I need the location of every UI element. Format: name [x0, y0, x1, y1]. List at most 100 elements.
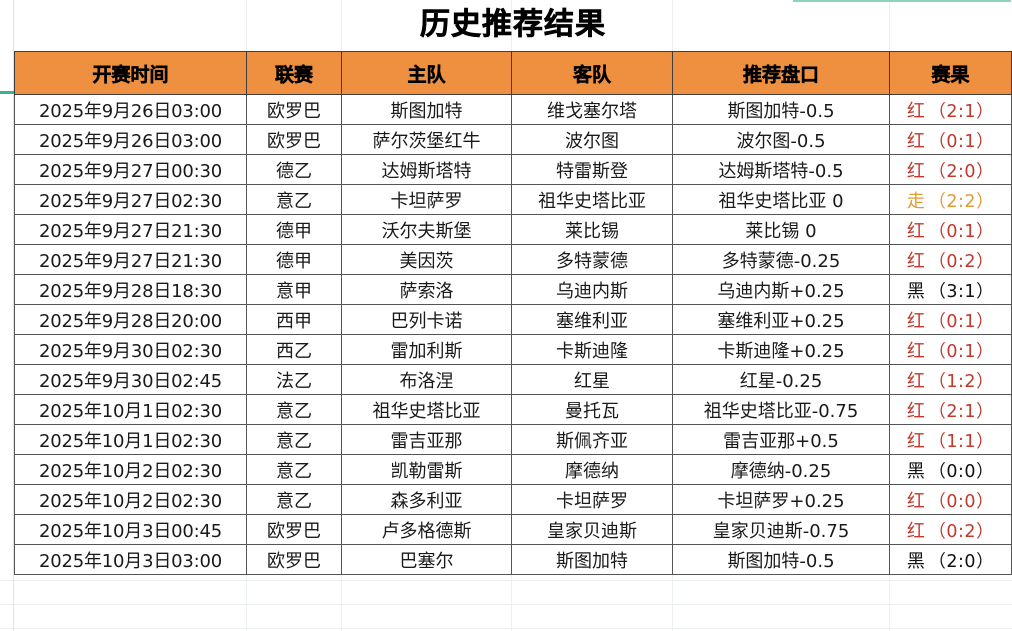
- cell-away-team[interactable]: 斯图加特: [511, 544, 673, 575]
- cell-home-team[interactable]: 卢多格德斯: [341, 514, 512, 545]
- cell-league[interactable]: 欧罗巴: [246, 124, 342, 155]
- column-header-time[interactable]: 开赛时间: [14, 51, 247, 95]
- cell-home-team[interactable]: 巴塞尔: [341, 544, 512, 575]
- cell-league[interactable]: 法乙: [246, 364, 342, 395]
- cell-league[interactable]: 欧罗巴: [246, 514, 342, 545]
- cell-home-team[interactable]: 巴列卡诺: [341, 304, 512, 335]
- cell-match-time[interactable]: 2025年9月27日21:30: [14, 214, 247, 245]
- cell-handicap[interactable]: 斯图加特-0.5: [672, 94, 890, 125]
- table-row[interactable]: 2025年9月30日02:45 法乙 布洛涅 红星 红星-0.25 红（1:2）: [14, 364, 1012, 395]
- table-row[interactable]: 2025年9月26日03:00 欧罗巴 萨尔茨堡红牛 波尔图 波尔图-0.5 红（0:1）: [14, 124, 1012, 155]
- cell-league[interactable]: 西乙: [246, 334, 342, 365]
- cell-away-team[interactable]: 曼托瓦: [511, 394, 673, 425]
- table-row[interactable]: 2025年10月2日02:30 意乙 凯勒雷斯 摩德纳 摩德纳-0.25 黑（0:0）: [14, 454, 1012, 485]
- cell-match-time[interactable]: 2025年10月3日00:45: [14, 514, 247, 545]
- cell-league[interactable]: 欧罗巴: [246, 544, 342, 575]
- cell-handicap[interactable]: 乌迪内斯+0.25: [672, 274, 890, 305]
- cell-handicap[interactable]: 祖华史塔比亚 0: [672, 184, 890, 215]
- cell-match-time[interactable]: 2025年10月3日03:00: [14, 544, 247, 575]
- cell-league[interactable]: 意乙: [246, 424, 342, 455]
- cell-handicap[interactable]: 祖华史塔比亚-0.75: [672, 394, 890, 425]
- table-row[interactable]: 2025年10月3日03:00 欧罗巴 巴塞尔 斯图加特 斯图加特-0.5 黑（2:0）: [14, 544, 1012, 575]
- cell-home-team[interactable]: 布洛涅: [341, 364, 512, 395]
- column-header-result[interactable]: 赛果: [889, 51, 1012, 95]
- cell-league[interactable]: 德甲: [246, 244, 342, 275]
- cell-result[interactable]: 红（2:0）: [889, 154, 1012, 185]
- cell-result[interactable]: 红（0:0）: [889, 484, 1012, 515]
- cell-result[interactable]: 红（0:2）: [889, 514, 1012, 545]
- column-header-away[interactable]: 客队: [511, 51, 673, 95]
- cell-league[interactable]: 德甲: [246, 214, 342, 245]
- cell-match-time[interactable]: 2025年10月2日02:30: [14, 454, 247, 485]
- cell-handicap[interactable]: 多特蒙德-0.25: [672, 244, 890, 275]
- cell-match-time[interactable]: 2025年9月26日03:00: [14, 124, 247, 155]
- cell-away-team[interactable]: 皇家贝迪斯: [511, 514, 673, 545]
- table-row[interactable]: 2025年9月27日02:30 意乙 卡坦萨罗 祖华史塔比亚 祖华史塔比亚 0 走（2:2…: [14, 184, 1012, 215]
- cell-league[interactable]: 意乙: [246, 484, 342, 515]
- cell-home-team[interactable]: 森多利亚: [341, 484, 512, 515]
- cell-home-team[interactable]: 萨尔茨堡红牛: [341, 124, 512, 155]
- cell-away-team[interactable]: 波尔图: [511, 124, 673, 155]
- cell-away-team[interactable]: 乌迪内斯: [511, 274, 673, 305]
- cell-league[interactable]: 欧罗巴: [246, 94, 342, 125]
- cell-league[interactable]: 意乙: [246, 454, 342, 485]
- table-row[interactable]: 2025年9月26日03:00 欧罗巴 斯图加特 维戈塞尔塔 斯图加特-0.5 红（2:1…: [14, 94, 1012, 125]
- cell-match-time[interactable]: 2025年9月30日02:45: [14, 364, 247, 395]
- cell-home-team[interactable]: 雷吉亚那: [341, 424, 512, 455]
- cell-result[interactable]: 走（2:2）: [889, 184, 1012, 215]
- cell-match-time[interactable]: 2025年10月1日02:30: [14, 394, 247, 425]
- cell-match-time[interactable]: 2025年10月2日02:30: [14, 484, 247, 515]
- cell-home-team[interactable]: 沃尔夫斯堡: [341, 214, 512, 245]
- cell-match-time[interactable]: 2025年9月26日03:00: [14, 94, 247, 125]
- cell-result[interactable]: 红（0:1）: [889, 124, 1012, 155]
- cell-home-team[interactable]: 斯图加特: [341, 94, 512, 125]
- cell-result[interactable]: 黑（3:1）: [889, 274, 1012, 305]
- table-row[interactable]: 2025年10月3日00:45 欧罗巴 卢多格德斯 皇家贝迪斯 皇家贝迪斯-0.75 红（…: [14, 514, 1012, 545]
- cell-match-time[interactable]: 2025年9月27日00:30: [14, 154, 247, 185]
- cell-handicap[interactable]: 达姆斯塔特-0.5: [672, 154, 890, 185]
- cell-away-team[interactable]: 多特蒙德: [511, 244, 673, 275]
- cell-result[interactable]: 红（1:2）: [889, 364, 1012, 395]
- cell-handicap[interactable]: 斯图加特-0.5: [672, 544, 890, 575]
- cell-result[interactable]: 黑（2:0）: [889, 544, 1012, 575]
- cell-away-team[interactable]: 莱比锡: [511, 214, 673, 245]
- column-header-handicap[interactable]: 推荐盘口: [672, 51, 890, 95]
- cell-handicap[interactable]: 卡斯迪隆+0.25: [672, 334, 890, 365]
- cell-away-team[interactable]: 斯佩齐亚: [511, 424, 673, 455]
- cell-league[interactable]: 意甲: [246, 274, 342, 305]
- cell-result[interactable]: 红（1:1）: [889, 424, 1012, 455]
- cell-away-team[interactable]: 红星: [511, 364, 673, 395]
- table-row[interactable]: 2025年9月30日02:30 西乙 雷加利斯 卡斯迪隆 卡斯迪隆+0.25 红（0:1）: [14, 334, 1012, 365]
- cell-result[interactable]: 红（0:1）: [889, 334, 1012, 365]
- table-row[interactable]: 2025年10月1日02:30 意乙 雷吉亚那 斯佩齐亚 雷吉亚那+0.5 红（1:1）: [14, 424, 1012, 455]
- cell-match-time[interactable]: 2025年10月1日02:30: [14, 424, 247, 455]
- cell-result[interactable]: 红（2:1）: [889, 94, 1012, 125]
- cell-away-team[interactable]: 摩德纳: [511, 454, 673, 485]
- cell-handicap[interactable]: 塞维利亚+0.25: [672, 304, 890, 335]
- cell-handicap[interactable]: 红星-0.25: [672, 364, 890, 395]
- cell-match-time[interactable]: 2025年9月28日20:00: [14, 304, 247, 335]
- cell-result[interactable]: 黑（0:0）: [889, 454, 1012, 485]
- cell-match-time[interactable]: 2025年9月27日21:30: [14, 244, 247, 275]
- column-header-home[interactable]: 主队: [341, 51, 512, 95]
- cell-home-team[interactable]: 萨索洛: [341, 274, 512, 305]
- cell-away-team[interactable]: 塞维利亚: [511, 304, 673, 335]
- cell-home-team[interactable]: 祖华史塔比亚: [341, 394, 512, 425]
- cell-result[interactable]: 红（2:1）: [889, 394, 1012, 425]
- table-row[interactable]: 2025年9月27日00:30 德乙 达姆斯塔特 特雷斯登 达姆斯塔特-0.5 红（2:0…: [14, 154, 1012, 185]
- cell-handicap[interactable]: 皇家贝迪斯-0.75: [672, 514, 890, 545]
- table-row[interactable]: 2025年9月28日18:30 意甲 萨索洛 乌迪内斯 乌迪内斯+0.25 黑（3:1）: [14, 274, 1012, 305]
- cell-result[interactable]: 红（0:1）: [889, 214, 1012, 245]
- cell-handicap[interactable]: 卡坦萨罗+0.25: [672, 484, 890, 515]
- cell-result[interactable]: 红（0:2）: [889, 244, 1012, 275]
- table-row[interactable]: 2025年10月1日02:30 意乙 祖华史塔比亚 曼托瓦 祖华史塔比亚-0.75 红（2…: [14, 394, 1012, 425]
- cell-match-time[interactable]: 2025年9月27日02:30: [14, 184, 247, 215]
- table-row[interactable]: 2025年9月27日21:30 德甲 美因茨 多特蒙德 多特蒙德-0.25 红（0:2）: [14, 244, 1012, 275]
- cell-away-team[interactable]: 卡斯迪隆: [511, 334, 673, 365]
- cell-home-team[interactable]: 雷加利斯: [341, 334, 512, 365]
- cell-match-time[interactable]: 2025年9月30日02:30: [14, 334, 247, 365]
- cell-league[interactable]: 西甲: [246, 304, 342, 335]
- cell-handicap[interactable]: 波尔图-0.5: [672, 124, 890, 155]
- cell-home-team[interactable]: 凯勒雷斯: [341, 454, 512, 485]
- cell-away-team[interactable]: 维戈塞尔塔: [511, 94, 673, 125]
